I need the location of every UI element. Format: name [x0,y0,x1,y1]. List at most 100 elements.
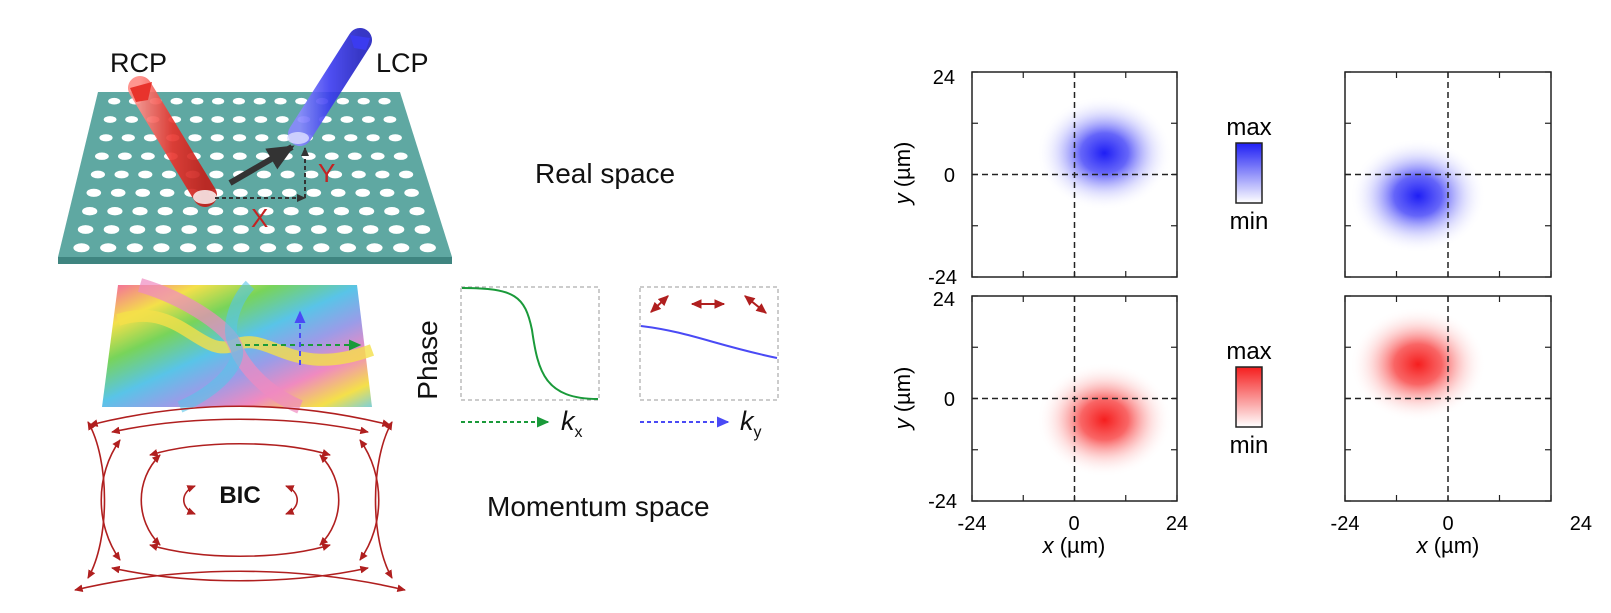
x-tick-left-max: 24 [1166,513,1188,535]
lattice-hole [210,152,224,160]
x-tick-right-min: -24 [1331,513,1360,535]
photonic-crystal-slab [58,92,452,264]
lattice-hole [277,134,291,142]
polarization-field-line [182,485,196,515]
lattice-hole [295,97,308,105]
lattice-hole [285,225,301,234]
phase-kx-inset [460,286,600,428]
lattice-hole [259,243,277,253]
lattice-hole [86,188,102,197]
lattice-hole [161,170,177,179]
polarization-field-line [89,405,391,427]
lattice-hole [170,97,183,105]
lattice-hole [114,170,129,179]
shift-y-label: Y [318,158,335,188]
lattice-hole [306,188,322,197]
lattice-hole [233,243,250,253]
lattice-hole [108,97,121,105]
lattice-hole [143,134,158,142]
lcp-label: LCP [376,48,429,78]
lattice-hole [313,243,330,253]
lattice-hole [336,97,349,105]
bic-polarization-field [74,405,406,592]
intensity-spot-top-right [1350,138,1486,254]
lattice-hole [344,134,358,142]
polarization-field-line [149,442,331,457]
lattice-hole [189,116,203,123]
lattice-hole [378,97,391,105]
lattice-hole [362,225,379,234]
lcp-beam [287,28,372,146]
phase-ky-inset [639,286,779,428]
lattice-holes [73,97,436,253]
lattice-hole [375,170,390,179]
polarization-field-line [359,439,380,561]
lattice-hole [233,207,249,216]
polarization-field-line [100,439,121,561]
polarization-field-line [87,421,106,579]
lattice-hole [366,134,380,142]
blue-colorbar [1235,142,1263,204]
lattice-hole [100,243,117,253]
intensity-spot-top-left [1036,95,1173,211]
momentum-space-label: Momentum space [487,491,710,522]
bic-label: BIC [219,482,260,509]
lattice-hole [274,97,287,105]
lattice-hole [399,170,414,179]
y-tick-bottom-min: -24 [928,491,957,513]
lattice-hole [141,152,155,160]
lattice-hole [182,207,198,216]
intensity-maps-figure: max min max min 24 0 -24 24 0 -24 y (µm)… [890,67,1592,558]
shift-x-label: X [251,203,268,233]
lattice-hole [232,134,247,142]
lattice-hole [322,134,336,142]
red-colorbar-max: max [1226,338,1271,365]
y-tick-bottom-zero: 0 [944,389,955,411]
lattice-hole [257,188,273,197]
lattice-hole [153,243,170,253]
lattice-hole [233,188,248,197]
lattice-hole [379,188,395,197]
lattice-hole [366,243,383,253]
real-space-label: Real space [535,158,675,189]
lattice-hole [207,225,223,234]
y-tick-top-zero: 0 [944,165,955,187]
polarization-field-line [374,421,393,579]
intensity-spot-bottom-left [1036,362,1173,478]
y-axis-label-top: y (µm) [890,142,915,207]
lattice-hole [362,116,375,123]
lattice-hole [324,152,339,160]
polarization-field-line [111,418,369,435]
lattice-hole [138,170,153,179]
lattice-hole [95,152,109,160]
lattice-hole [210,134,224,142]
lattice-hole [336,225,353,234]
lattice-hole [253,97,266,105]
x-axis-label-right: x (µm) [1416,533,1480,558]
lattice-hole [409,207,425,216]
polarization-field-line [149,543,331,558]
lattice-hole [126,243,143,253]
lattice-hole [206,243,223,253]
phase-map [102,278,375,414]
lattice-hole [259,225,275,234]
polarization-field-line [140,454,161,546]
y-axis-label-bottom: y (µm) [890,367,915,432]
lattice-hole [311,225,327,234]
x-tick-right-zero: 0 [1442,513,1453,535]
lattice-hole [188,134,202,142]
red-colorbar-min: min [1230,432,1269,459]
lattice-hole [77,225,94,234]
lattice-hole [232,116,246,123]
lattice-hole [159,188,175,197]
lattice-hole [121,134,135,142]
lattice-hole [103,116,117,123]
blue-colorbar-min: min [1230,208,1269,235]
lattice-hole [327,170,343,179]
lattice-hole [359,207,375,216]
lattice-hole [82,207,98,216]
lattice-hole [275,116,289,123]
polarization-field-line [111,565,369,582]
lattice-hole [73,243,90,253]
lattice-hole [233,225,249,234]
